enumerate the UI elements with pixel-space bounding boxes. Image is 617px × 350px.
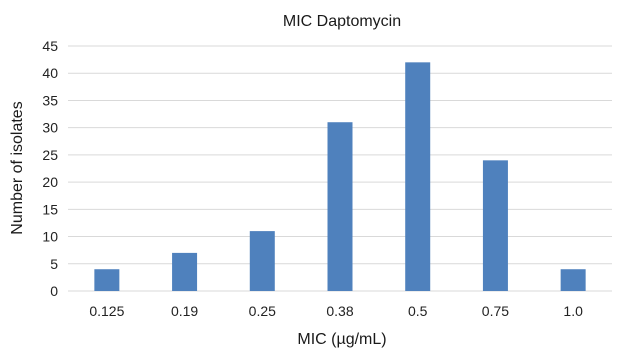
bar-0.25 bbox=[249, 231, 275, 291]
bars bbox=[94, 62, 586, 292]
y-tick-label: 10 bbox=[42, 229, 58, 245]
y-tick-label: 40 bbox=[42, 65, 58, 81]
x-tick-label: 0.75 bbox=[482, 303, 509, 319]
y-tick-label: 0 bbox=[50, 283, 58, 299]
y-tick-label: 5 bbox=[50, 256, 58, 272]
x-tick-label: 0.25 bbox=[249, 303, 276, 319]
x-tick-label: 0.38 bbox=[326, 303, 353, 319]
bar-0.19 bbox=[172, 252, 198, 291]
x-tick-label: 0.5 bbox=[408, 303, 428, 319]
bar-0.125 bbox=[94, 269, 120, 291]
y-axis-ticks: 0 5 10 15 20 25 30 35 40 45 bbox=[42, 38, 58, 299]
x-tick-label: 0.125 bbox=[89, 303, 124, 319]
y-axis-label: Number of isolates bbox=[9, 101, 26, 234]
bar-0.38 bbox=[327, 122, 353, 291]
bar-1.0 bbox=[560, 269, 586, 291]
bar-0.5 bbox=[405, 62, 431, 292]
y-tick-label: 35 bbox=[42, 92, 58, 108]
chart-title: MIC Daptomycin bbox=[283, 13, 401, 30]
y-tick-label: 25 bbox=[42, 147, 58, 163]
y-tick-label: 20 bbox=[42, 174, 58, 190]
x-axis-label: MIC (µg/mL) bbox=[297, 331, 386, 348]
y-tick-label: 45 bbox=[42, 38, 58, 54]
x-tick-label: 0.19 bbox=[171, 303, 198, 319]
y-tick-label: 30 bbox=[42, 120, 58, 136]
y-tick-label: 15 bbox=[42, 201, 58, 217]
x-axis-ticks: 0.125 0.19 0.25 0.38 0.5 0.75 1.0 bbox=[89, 303, 583, 319]
bar-0.75 bbox=[482, 160, 508, 291]
x-tick-label: 1.0 bbox=[563, 303, 583, 319]
